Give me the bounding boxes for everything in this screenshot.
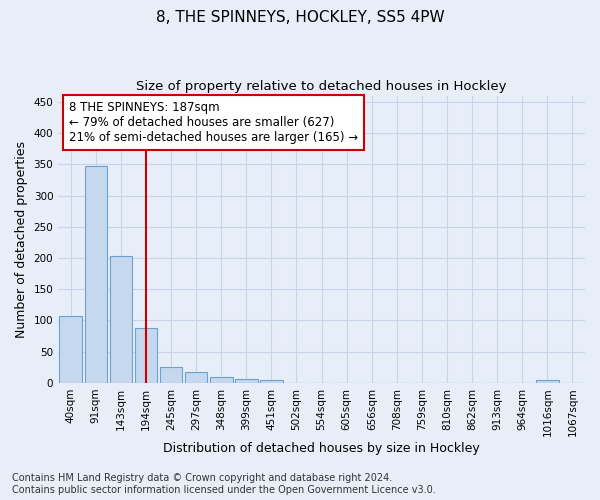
Bar	[134, 328, 157, 383]
Text: 8, THE SPINNEYS, HOCKLEY, SS5 4PW: 8, THE SPINNEYS, HOCKLEY, SS5 4PW	[155, 10, 445, 25]
Title: Size of property relative to detached houses in Hockley: Size of property relative to detached ho…	[136, 80, 507, 93]
Bar	[185, 372, 208, 383]
X-axis label: Distribution of detached houses by size in Hockley: Distribution of detached houses by size …	[163, 442, 480, 455]
Text: 8 THE SPINNEYS: 187sqm
← 79% of detached houses are smaller (627)
21% of semi-de: 8 THE SPINNEYS: 187sqm ← 79% of detached…	[69, 102, 358, 144]
Bar	[235, 378, 257, 383]
Text: Contains HM Land Registry data © Crown copyright and database right 2024.
Contai: Contains HM Land Registry data © Crown c…	[12, 474, 436, 495]
Bar	[210, 376, 233, 383]
Bar	[536, 380, 559, 383]
Bar	[160, 368, 182, 383]
Bar	[85, 166, 107, 383]
Bar	[59, 316, 82, 383]
Y-axis label: Number of detached properties: Number of detached properties	[15, 141, 28, 338]
Bar	[260, 380, 283, 383]
Bar	[110, 256, 132, 383]
